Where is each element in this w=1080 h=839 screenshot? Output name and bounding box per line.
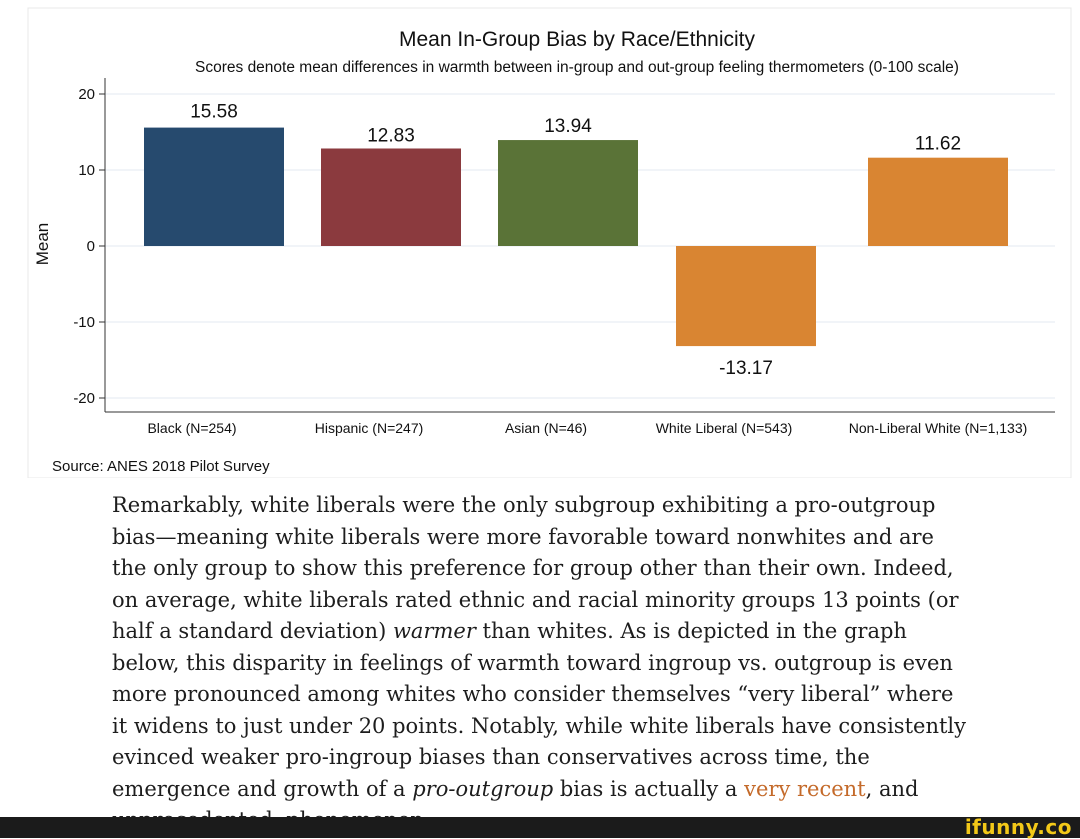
article-paragraph: Remarkably, white liberals were the only… <box>112 490 972 837</box>
paragraph-text-3: bias is actually a <box>553 776 745 801</box>
bar <box>676 246 816 347</box>
x-tick-label: White Liberal (N=543) <box>656 420 793 436</box>
data-label: 12.83 <box>367 125 415 146</box>
bars <box>144 127 1008 347</box>
chart-subtitle: Scores denote mean differences in warmth… <box>195 59 959 76</box>
emphasis-pro-outgroup: pro-outgroup <box>412 776 554 801</box>
bar <box>321 148 461 246</box>
data-label: 15.58 <box>190 102 238 123</box>
bar <box>144 127 284 246</box>
y-tick-label: 10 <box>78 162 95 179</box>
y-tick-label: -10 <box>73 314 95 331</box>
x-tick-label: Black (N=254) <box>147 420 236 436</box>
chart-title: Mean In-Group Bias by Race/Ethnicity <box>399 28 755 51</box>
data-label: 11.62 <box>915 134 961 155</box>
data-label: -13.17 <box>719 358 773 379</box>
x-tick-label: Non-Liberal White (N=1,133) <box>849 420 1028 436</box>
article-text: Remarkably, white liberals were the only… <box>112 490 972 837</box>
x-tick-label: Asian (N=46) <box>505 420 587 436</box>
labels: 15.58 Black (N=254) 12.83 Hispanic (N=247) 1… <box>147 102 1027 436</box>
bar <box>868 157 1008 246</box>
bar-chart: Mean In-Group Bias by Race/Ethnicity Sco… <box>27 7 1072 478</box>
very-recent-link[interactable]: very recent <box>744 776 866 801</box>
paragraph-text-1: Remarkably, white liberals were the only… <box>112 493 959 643</box>
data-label: 13.94 <box>544 116 592 137</box>
axes: 20 10 0 -10 -20 <box>73 78 1055 413</box>
ifunny-watermark: ifunny.co <box>964 815 1072 839</box>
emphasis-warmer: warmer <box>392 619 476 643</box>
y-tick-label: 0 <box>87 238 95 255</box>
y-axis-label: Mean <box>33 223 52 266</box>
footer-bar: ifunny.co <box>0 815 1080 839</box>
y-tick-label: -20 <box>73 390 95 407</box>
source-note: Source: ANES 2018 Pilot Survey <box>52 458 270 475</box>
bar <box>498 140 638 246</box>
x-tick-label: Hispanic (N=247) <box>315 420 424 436</box>
chart-figure: Mean In-Group Bias by Race/Ethnicity Sco… <box>27 7 1072 478</box>
paragraph-text-2: than whites. As is depicted in the graph… <box>112 619 966 801</box>
y-tick-label: 20 <box>78 86 95 103</box>
